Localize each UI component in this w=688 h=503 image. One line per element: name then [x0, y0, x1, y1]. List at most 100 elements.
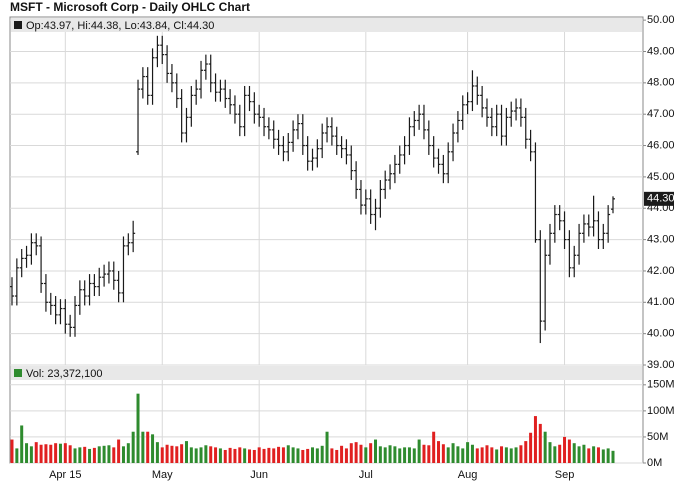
- volume-bar: [63, 443, 67, 463]
- volume-bar: [25, 443, 29, 463]
- volume-bar: [306, 448, 310, 463]
- volume-bar: [141, 431, 145, 463]
- info-band: [11, 18, 642, 32]
- x-tick-label: Apr 15: [49, 469, 81, 481]
- volume-bar: [441, 444, 445, 463]
- volume-bar: [146, 431, 150, 463]
- volume-bar: [606, 448, 610, 463]
- volume-bar: [383, 447, 387, 463]
- volume-bar: [233, 448, 237, 463]
- volume-bar: [247, 449, 251, 463]
- x-tick-label: Sep: [555, 469, 575, 481]
- volume-bar: [567, 439, 571, 463]
- volume-bar: [577, 446, 581, 463]
- volume-bar: [592, 446, 596, 463]
- volume-bar: [364, 447, 368, 463]
- volume-bar: [601, 449, 605, 463]
- volume-bar: [83, 446, 87, 463]
- price-panel: [9, 16, 644, 366]
- volume-bar: [509, 448, 513, 463]
- volume-bar: [78, 447, 82, 463]
- volume-bar: [277, 446, 281, 463]
- volume-bar: [529, 432, 533, 463]
- volume-bar: [107, 445, 111, 463]
- volume-bar: [54, 443, 58, 463]
- ohlc-info: Op:43.97, Hi:44.38, Lo:43.84, Cl:44.30: [26, 20, 214, 32]
- y-tick-label: 47.00: [647, 108, 675, 120]
- volume-bar: [272, 448, 276, 463]
- volume-bar: [34, 442, 38, 463]
- y-tick-label: 50M: [647, 431, 668, 443]
- volume-bar: [500, 446, 504, 463]
- volume-bar: [199, 447, 203, 463]
- info-swatch: [14, 21, 22, 29]
- volume-bar: [359, 444, 363, 463]
- volume-bar: [538, 423, 542, 463]
- volume-bar: [126, 443, 130, 463]
- volume-bar: [155, 442, 159, 463]
- volume-bar: [398, 448, 402, 463]
- volume-bar: [296, 448, 300, 463]
- volume-bar: [374, 439, 378, 463]
- volume-bar: [572, 443, 576, 463]
- volume-bar: [325, 431, 329, 463]
- y-tick-label: 42.00: [647, 265, 675, 277]
- y-tick-label: 41.00: [647, 296, 675, 308]
- volume-bar: [20, 425, 24, 463]
- volume-bar: [412, 448, 416, 463]
- volume-bar: [349, 443, 353, 463]
- volume-bar: [393, 446, 397, 463]
- volume-bar: [291, 447, 295, 463]
- y-tick-label: 49.00: [647, 45, 675, 57]
- volume-bar: [519, 445, 523, 463]
- y-tick-label: 40.00: [647, 328, 675, 340]
- volume-bar: [209, 446, 213, 463]
- volume-bar: [558, 444, 562, 463]
- volume-bar: [218, 448, 222, 463]
- volume-bar: [39, 444, 43, 463]
- volume-bar: [267, 447, 271, 463]
- volume-bar: [563, 436, 567, 463]
- x-tick-label: May: [152, 469, 173, 481]
- volume-bar: [427, 445, 431, 463]
- volume-bar: [281, 447, 285, 463]
- volume-bar: [136, 393, 140, 463]
- volume-bar: [49, 444, 53, 463]
- y-tick-label: 150M: [647, 379, 675, 391]
- volume-bar: [286, 445, 290, 463]
- volume-bar: [88, 448, 92, 463]
- volume-bar: [175, 446, 179, 463]
- volume-bar: [369, 443, 373, 463]
- volume-bar: [121, 446, 125, 463]
- volume-bar: [223, 449, 227, 463]
- volume-bar: [131, 431, 135, 463]
- volume-bar: [335, 449, 339, 463]
- y-tick-label: 50.00: [647, 14, 675, 26]
- volume-bar: [485, 445, 489, 463]
- volume-bar: [73, 448, 77, 463]
- volume-bar: [504, 447, 508, 463]
- volume-bar: [403, 447, 407, 463]
- volume-swatch: [14, 369, 22, 377]
- volume-bar: [456, 446, 460, 463]
- volume-bar: [68, 445, 72, 463]
- volume-bar: [543, 431, 547, 463]
- volume-bar: [340, 445, 344, 463]
- y-tick-label: 45.00: [647, 171, 675, 183]
- volume-bar: [422, 444, 426, 463]
- volume-bar: [301, 449, 305, 463]
- chart-title: MSFT - Microsoft Corp - Daily OHLC Chart: [10, 0, 250, 14]
- volume-bar: [10, 439, 14, 463]
- volume-bar: [44, 444, 48, 463]
- volume-bar: [437, 441, 441, 463]
- x-tick-label: Jul: [359, 469, 373, 481]
- volume-bar: [117, 439, 121, 463]
- volume-bar: [330, 448, 334, 463]
- volume-bar: [533, 416, 537, 463]
- y-tick-label: 39.00: [647, 359, 675, 371]
- volume-bar: [311, 447, 314, 463]
- volume-bar: [165, 444, 169, 463]
- volume-bar: [204, 445, 208, 463]
- volume-bar: [514, 447, 518, 463]
